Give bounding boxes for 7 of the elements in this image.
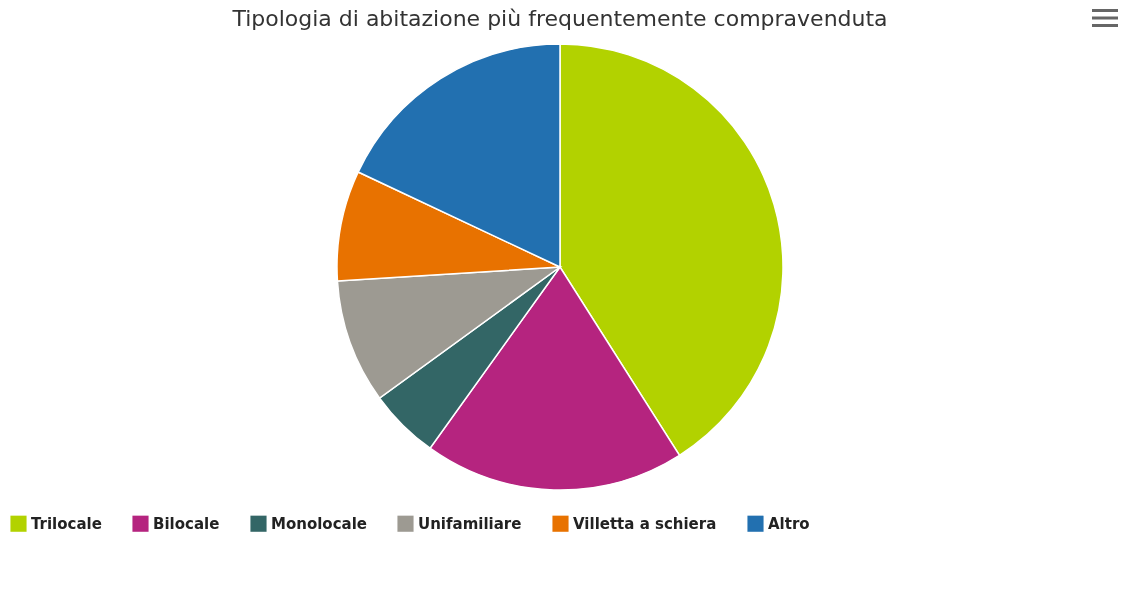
legend-label: Monolocale — [271, 514, 367, 533]
legend-label: Villetta a schiera — [573, 514, 717, 533]
legend-label: Unifamiliare — [418, 514, 522, 533]
legend-label: Altro — [768, 514, 810, 533]
chart-title: Tipologia di abitazione più frequentemente compravenduta — [231, 6, 888, 31]
legend-label: Trilocale — [31, 514, 102, 533]
legend-label: Bilocale — [153, 514, 220, 533]
